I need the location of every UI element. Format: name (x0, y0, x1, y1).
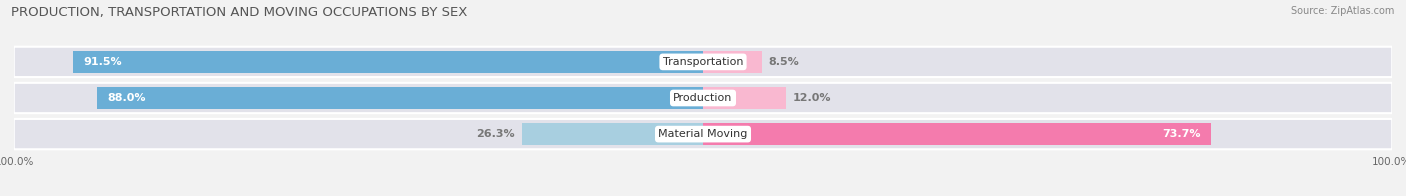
Text: 88.0%: 88.0% (107, 93, 146, 103)
Bar (522, 123, 703, 145)
Bar (703, 51, 762, 73)
FancyBboxPatch shape (14, 119, 1392, 149)
Text: 73.7%: 73.7% (1161, 129, 1201, 139)
Text: Transportation: Transportation (662, 57, 744, 67)
Text: Source: ZipAtlas.com: Source: ZipAtlas.com (1291, 6, 1395, 16)
Text: 91.5%: 91.5% (83, 57, 121, 67)
Text: 26.3%: 26.3% (477, 129, 515, 139)
Bar (73, 51, 703, 73)
FancyBboxPatch shape (14, 83, 1392, 113)
Bar (703, 123, 1211, 145)
Text: 8.5%: 8.5% (769, 57, 799, 67)
FancyBboxPatch shape (14, 47, 1392, 77)
Text: Material Moving: Material Moving (658, 129, 748, 139)
Bar (97, 87, 703, 109)
Text: PRODUCTION, TRANSPORTATION AND MOVING OCCUPATIONS BY SEX: PRODUCTION, TRANSPORTATION AND MOVING OC… (11, 6, 468, 19)
Text: Production: Production (673, 93, 733, 103)
Text: 12.0%: 12.0% (793, 93, 831, 103)
Bar (703, 87, 786, 109)
